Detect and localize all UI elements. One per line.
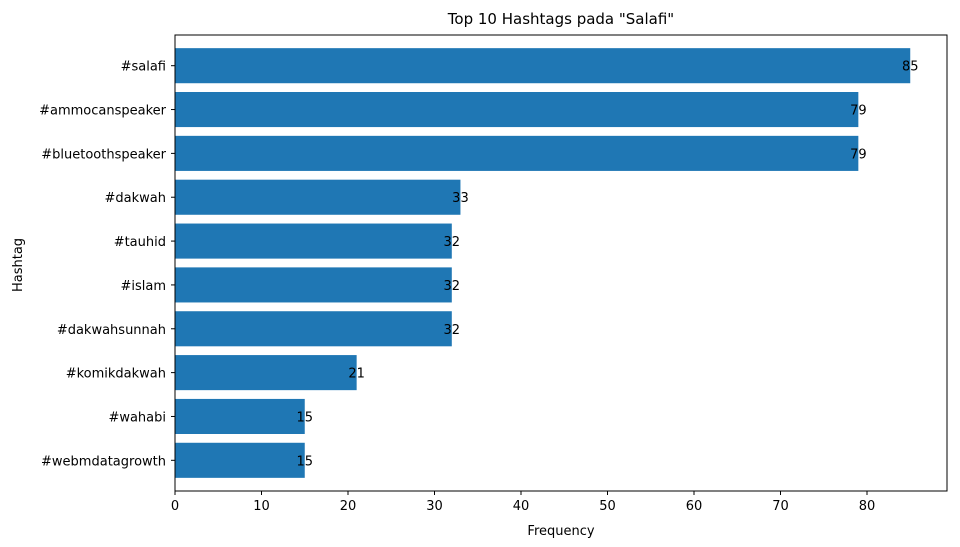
bar-bluetoothspeaker: [175, 135, 859, 171]
bar-ammocanspeaker: [175, 92, 859, 128]
x-tick-label: 0: [171, 499, 179, 514]
y-tick-label: #komikdakwah: [66, 367, 166, 382]
y-tick-label: #ammocanspeaker: [39, 104, 167, 119]
y-axis-ticks: #salafi #ammocanspeaker #bluetoothspeaker #…: [39, 60, 175, 469]
x-tick-label: 30: [426, 499, 443, 514]
y-tick-label: #islam: [120, 279, 166, 294]
data-label-wahabi: 15: [296, 410, 313, 425]
y-tick-label: #webmdatagrowth: [41, 454, 166, 469]
x-tick-label: 10: [253, 499, 270, 514]
data-label-bluetoothspeaker: 79: [850, 147, 867, 162]
x-axis-label: Frequency: [527, 524, 594, 539]
bar-salafi: [175, 48, 911, 84]
y-tick-label: #salafi: [121, 60, 166, 75]
bar-dakwah: [175, 179, 461, 215]
bars-layer: [175, 48, 911, 478]
bar-komikdakwah: [175, 355, 357, 391]
x-tick-label: 50: [599, 499, 616, 514]
data-labels-layer: 85 79 79 33 32 32 32 21 15 15: [296, 60, 918, 470]
y-tick-label: #wahabi: [108, 410, 166, 425]
data-label-komikdakwah: 21: [348, 367, 365, 382]
x-axis-ticks: 0 10 20 30 40 50 60 70 80: [171, 491, 875, 514]
y-tick-label: #bluetoothspeaker: [41, 147, 166, 162]
data-label-tauhid: 32: [444, 235, 461, 250]
x-tick-label: 40: [513, 499, 530, 514]
y-axis-label: Hashtag: [11, 238, 26, 292]
x-tick-label: 60: [686, 499, 703, 514]
data-label-salafi: 85: [902, 60, 919, 75]
data-label-dakwahsunnah: 32: [444, 323, 461, 338]
bar-islam: [175, 267, 452, 303]
y-tick-label: #dakwah: [105, 191, 166, 206]
y-tick-label: #dakwahsunnah: [57, 323, 166, 338]
data-label-dakwah: 33: [452, 191, 469, 206]
bar-tauhid: [175, 223, 452, 259]
x-tick-label: 70: [772, 499, 789, 514]
x-tick-label: 80: [859, 499, 876, 514]
plot-frame: [174, 34, 948, 492]
x-tick-label: 20: [340, 499, 357, 514]
bar-wahabi: [175, 398, 305, 434]
bar-dakwahsunnah: [175, 311, 452, 347]
data-label-islam: 32: [444, 279, 461, 294]
data-label-ammocanspeaker: 79: [850, 104, 867, 119]
data-label-webmdatagrowth: 15: [296, 454, 313, 469]
chart-title: Top 10 Hashtags pada "Salafi": [447, 10, 674, 28]
bar-webmdatagrowth: [175, 442, 305, 478]
y-tick-label: #tauhid: [114, 235, 166, 250]
